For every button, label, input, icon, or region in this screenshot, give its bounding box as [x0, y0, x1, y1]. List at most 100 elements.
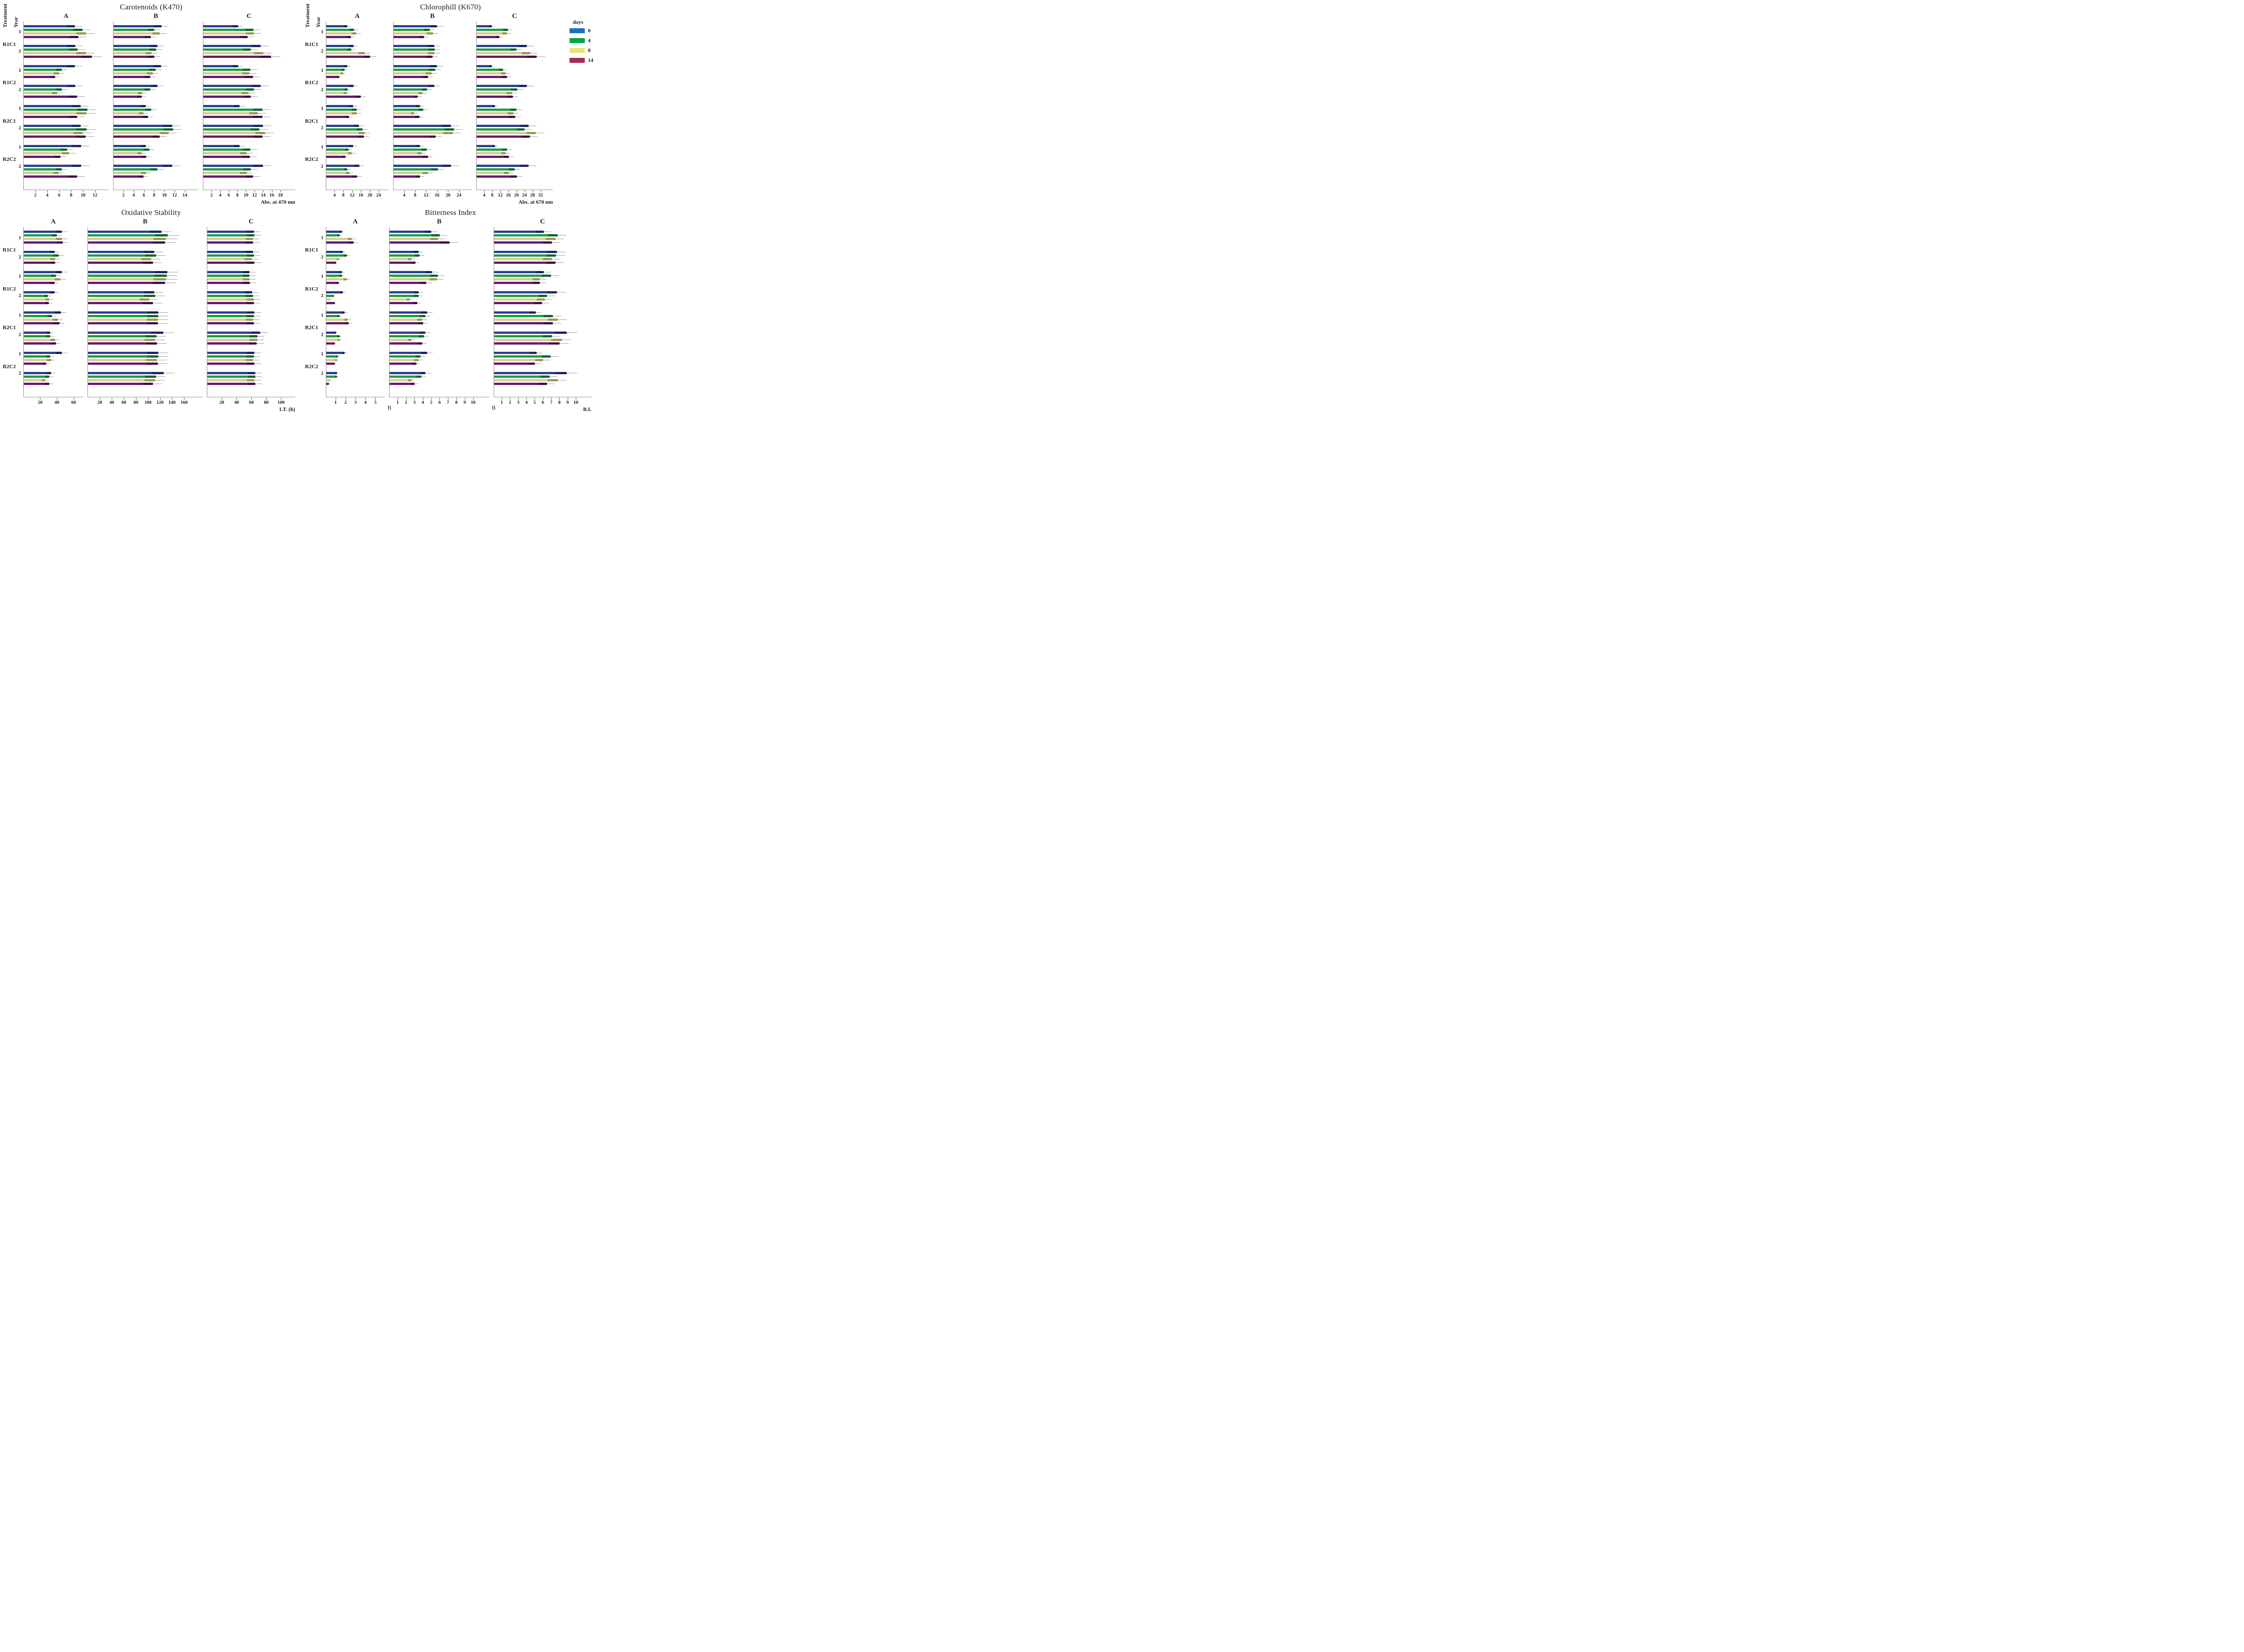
tick-mark: [266, 398, 267, 400]
error-whisker: [165, 242, 176, 243]
error-whisker: [360, 96, 366, 97]
error-whisker: [357, 113, 362, 114]
bar-row: [203, 135, 295, 138]
bar-row: [494, 319, 592, 321]
bar-group: [326, 105, 389, 118]
bar-row: [114, 25, 198, 27]
bar-group: [203, 85, 295, 98]
bar-row: [476, 152, 553, 154]
bar-row: [476, 48, 553, 51]
tick-mark: [144, 190, 145, 192]
bar-group: [203, 65, 295, 78]
bar-row: [207, 311, 295, 314]
bar-row: [326, 352, 385, 354]
bar-group: [476, 125, 553, 138]
bar-row: [390, 342, 489, 345]
bar-day-4: [390, 295, 419, 297]
error-whisker: [78, 49, 86, 50]
tick-label: 40: [109, 400, 114, 405]
error-whisker: [559, 343, 569, 344]
bar-row: [326, 335, 385, 337]
treatment-label: R1C1: [3, 41, 16, 48]
bar-day-4: [24, 376, 50, 378]
bar-day-4: [88, 275, 167, 277]
bar-row: [203, 175, 295, 178]
bar-group: [390, 372, 489, 385]
bar-group: [390, 291, 489, 304]
bar-day-4: [394, 168, 438, 170]
bar-day-8: [326, 152, 352, 154]
error-whisker: [425, 332, 431, 333]
tick-label: 12: [350, 193, 355, 198]
tick-label: 1: [396, 400, 399, 405]
bar-day-0: [326, 352, 345, 354]
bar-day-14: [390, 282, 427, 284]
plot-area: [203, 22, 295, 190]
error-whisker: [258, 113, 266, 114]
plot-area: [389, 227, 489, 398]
bar-row: [207, 241, 295, 244]
bar-row: [114, 52, 198, 55]
bar-row: [494, 262, 592, 264]
tick-label: 80: [263, 400, 269, 405]
bar-row: [24, 108, 109, 111]
bar-row: [114, 75, 198, 78]
bar-day-4: [24, 148, 67, 151]
bar-row: [88, 302, 202, 304]
x-axis: 1 2 3 4 5: [326, 398, 385, 412]
error-whisker: [450, 242, 459, 243]
bar-row: [88, 275, 202, 277]
bar-day-0: [24, 144, 82, 147]
bar-day-0: [203, 25, 238, 27]
error-whisker: [173, 129, 182, 130]
bar-row: [390, 271, 489, 273]
tick-label: 32: [538, 193, 543, 198]
chart-body: R1C1 1 2 R1C2 1 2 R2C1 1 2 R2C2 1 2 A 2 4 6 8 10 12 B 2 4 6 8 10…: [3, 12, 300, 205]
bar-row: [390, 372, 489, 374]
bar-group: [114, 25, 198, 38]
error-whisker: [340, 235, 342, 236]
bar-day-8: [24, 52, 87, 55]
bar-group: [326, 25, 389, 38]
bar-day-4: [203, 108, 263, 111]
error-whisker: [513, 113, 519, 114]
bar-day-8: [203, 171, 247, 174]
bar-row: [24, 275, 83, 277]
bar-row: [24, 234, 83, 236]
bar-row: [476, 164, 553, 167]
bar-day-0: [24, 125, 81, 127]
error-whisker: [251, 96, 258, 97]
bar-row: [114, 56, 198, 58]
tick-label: 10: [470, 400, 476, 405]
bar-row: [203, 168, 295, 170]
bar-group: [476, 105, 553, 118]
bar-group: [207, 372, 295, 385]
bar-row: [394, 36, 472, 38]
error-whisker: [351, 49, 355, 50]
error-whisker: [158, 356, 168, 357]
bar-row: [203, 65, 295, 67]
bar-row: [207, 315, 295, 317]
bar-row: [394, 96, 472, 98]
figure-root: Treatment Year Carotenoids (K470) R1C1 1 2…: [0, 0, 599, 413]
bar-row: [394, 88, 472, 91]
bar-day-14: [326, 342, 335, 345]
bar-row: [207, 271, 295, 273]
error-whisker: [46, 363, 50, 364]
bar-group: [390, 231, 489, 244]
bar-row: [24, 92, 109, 95]
error-whisker: [254, 89, 261, 90]
bar-row: [24, 75, 109, 78]
chart-grid: Treatment Year Carotenoids (K470) R1C1 1 2…: [0, 0, 599, 413]
bar-row: [494, 231, 592, 233]
bar-row: [326, 175, 389, 178]
bar-row: [88, 352, 202, 354]
label-column: R1C1 1 2 R1C2 1 2 R2C1 1 2 R2C2 1 2: [3, 218, 23, 412]
tick-mark: [123, 190, 124, 192]
bar-day-8: [394, 152, 422, 154]
bar-row: [88, 363, 202, 365]
axis-label: I.T. (h): [279, 406, 295, 412]
bar-day-4: [203, 168, 251, 170]
error-whisker: [77, 96, 85, 97]
plot-area: [325, 227, 385, 398]
